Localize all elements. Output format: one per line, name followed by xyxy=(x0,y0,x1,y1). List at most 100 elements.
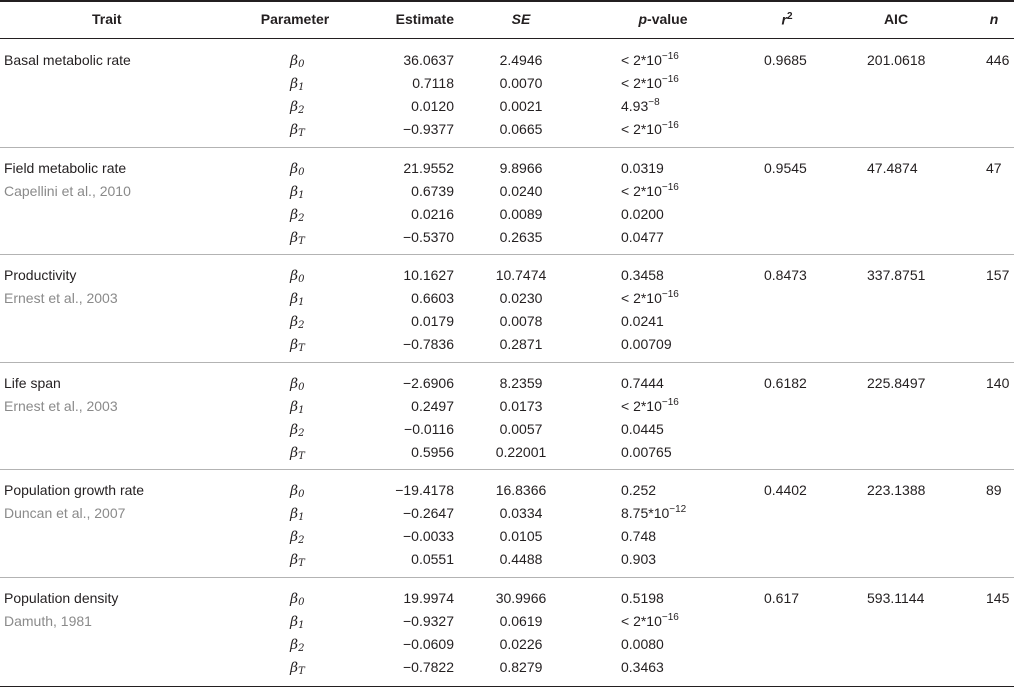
n-value: 157 xyxy=(986,267,1010,283)
trait-citation: Ernest et al., 2003 xyxy=(4,397,118,414)
pvalue: 4.93−8 xyxy=(621,97,660,118)
pvalue-base: 0.5198 xyxy=(621,589,664,606)
pvalue-exponent: −16 xyxy=(661,51,679,62)
se-value: 0.0240 xyxy=(499,182,543,199)
trait-citation: Ernest et al., 2003 xyxy=(4,290,118,306)
parameter-beta: β xyxy=(290,122,299,138)
pvalue-base: 0.0200 xyxy=(621,205,664,222)
pvalue-base: 0.748 xyxy=(621,528,657,544)
aic-value: 593.1144 xyxy=(867,589,925,606)
se-value: 0.2635 xyxy=(499,228,543,245)
parameter-symbol: β0 xyxy=(290,375,304,395)
parameter-symbol: β0 xyxy=(290,160,304,180)
pvalue: 0.252 xyxy=(621,481,656,502)
pvalue: 8.75*10−12 xyxy=(621,504,686,525)
pvalue-base: 0.3463 xyxy=(621,658,664,675)
parameter-symbol: β2 xyxy=(290,313,304,333)
estimate-value: −0.7822 xyxy=(403,658,454,675)
parameter-subscript: 0 xyxy=(298,381,305,393)
parameter-beta: β xyxy=(290,76,299,92)
pvalue-base: 0.903 xyxy=(621,551,657,567)
parameter-symbol: βT xyxy=(290,551,305,571)
pvalue-exponent: −16 xyxy=(661,611,679,623)
r2-value: 0.8473 xyxy=(764,267,807,283)
pvalue-base: 0.0319 xyxy=(621,159,664,176)
se-value: 0.0070 xyxy=(499,75,543,91)
pvalue-base: 0.252 xyxy=(621,482,657,498)
estimate-value: −0.0033 xyxy=(403,528,454,544)
pvalue: 0.00709 xyxy=(621,335,672,356)
header-aic: AIC xyxy=(883,11,909,27)
pvalue-base: 0.0445 xyxy=(621,420,664,437)
se-value: 0.0619 xyxy=(499,612,543,629)
header-n: n xyxy=(989,11,999,27)
header-pvalue-rest: -value xyxy=(647,11,688,27)
pvalue-base: < 2*10 xyxy=(621,612,662,629)
se-value: 0.8279 xyxy=(499,658,543,675)
trait-name: Basal metabolic rate xyxy=(4,52,131,68)
se-value: 0.0078 xyxy=(499,313,543,329)
table-row-group: Population growth rate Duncan et al., 200… xyxy=(0,470,1014,578)
se-value: 0.0173 xyxy=(499,397,543,414)
parameter-beta: β xyxy=(290,398,299,415)
row-separator xyxy=(0,254,1014,255)
estimate-value: −0.9377 xyxy=(403,121,454,137)
header-r2-exponent: 2 xyxy=(786,11,793,22)
parameter-beta: β xyxy=(290,375,299,392)
parameter-beta: β xyxy=(290,590,299,607)
pvalue-exponent: −16 xyxy=(661,289,679,300)
pvalue: < 2*10−16 xyxy=(621,51,679,72)
pvalue: 0.903 xyxy=(621,550,656,571)
pvalue-exponent: −16 xyxy=(661,120,679,131)
pvalue: < 2*10−16 xyxy=(621,289,679,310)
parameter-beta: β xyxy=(290,268,299,284)
parameter-subscript: 0 xyxy=(298,596,305,608)
pvalue: 0.0200 xyxy=(621,205,664,226)
pvalue: 0.0080 xyxy=(621,635,664,656)
parameter-subscript: 1 xyxy=(298,404,305,416)
aic-value: 223.1388 xyxy=(867,482,926,498)
pvalue-base: < 2*10 xyxy=(621,121,662,137)
parameter-symbol: β2 xyxy=(290,206,304,226)
parameter-subscript: T xyxy=(298,665,305,677)
estimate-value: −2.6906 xyxy=(403,374,454,391)
trait-citation: Duncan et al., 2007 xyxy=(4,505,126,521)
pvalue-base: 0.00765 xyxy=(621,443,672,460)
pvalue: 0.748 xyxy=(621,527,656,548)
trait-name: Field metabolic rate xyxy=(4,159,127,176)
header-pvalue-p: p xyxy=(638,11,648,27)
parameter-symbol: βT xyxy=(290,659,305,679)
parameter-subscript: 1 xyxy=(298,82,305,93)
trait-name: Population density xyxy=(4,589,119,606)
r2-value: 0.617 xyxy=(764,589,800,606)
parameter-symbol: βT xyxy=(290,336,305,356)
pvalue-base: 0.0241 xyxy=(621,313,664,329)
parameter-symbol: β0 xyxy=(290,267,304,287)
pvalue-base: < 2*10 xyxy=(621,75,662,91)
n-value: 446 xyxy=(986,52,1010,68)
parameter-beta: β xyxy=(290,160,299,177)
parameter-subscript: T xyxy=(298,450,305,462)
trait-name: Life span xyxy=(4,374,61,391)
pvalue-exponent: −12 xyxy=(669,504,687,515)
pvalue: 0.0477 xyxy=(621,228,664,249)
trait-citation: Capellini et al., 2010 xyxy=(4,182,131,199)
parameter-symbol: βT xyxy=(290,229,305,249)
table-row-group: Basal metabolic rate 0.9685 201.0618 446 β0 3… xyxy=(0,40,1014,148)
estimate-value: −19.4178 xyxy=(395,482,454,498)
header-se: SE xyxy=(511,11,531,27)
parameter-symbol: β2 xyxy=(290,636,304,656)
n-value: 140 xyxy=(986,374,1010,391)
parameter-subscript: 0 xyxy=(298,59,305,70)
pvalue-base: < 2*10 xyxy=(621,290,662,306)
row-separator xyxy=(0,469,1014,470)
table-row-group: Life span Ernest et al., 2003 0.6182 225.84… xyxy=(0,363,1014,470)
parameter-subscript: T xyxy=(298,343,305,354)
parameter-beta: β xyxy=(290,314,299,330)
estimate-value: 0.0551 xyxy=(411,551,454,567)
pvalue-exponent: −16 xyxy=(661,396,679,408)
se-value: 8.2359 xyxy=(499,374,543,391)
estimate-value: 10.1627 xyxy=(403,267,454,283)
r2-value: 0.9545 xyxy=(764,159,807,176)
pvalue-base: 0.3458 xyxy=(621,267,664,283)
